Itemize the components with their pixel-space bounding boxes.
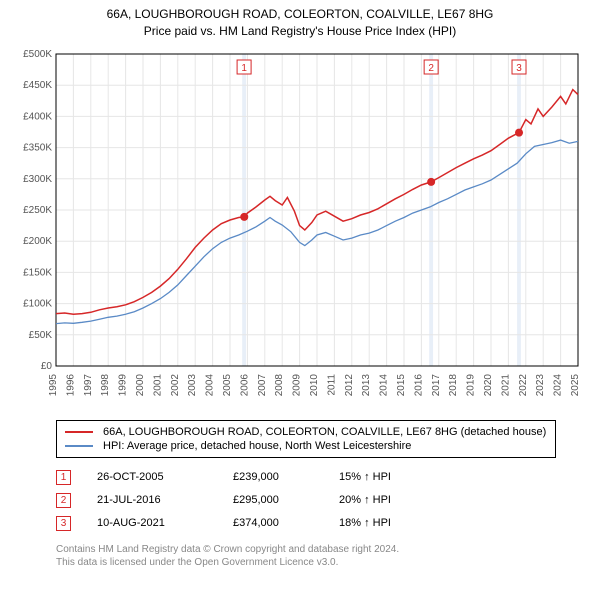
svg-text:2012: 2012 (344, 373, 355, 396)
sale-date-2: 21-JUL-2016 (97, 494, 207, 506)
svg-text:2015: 2015 (396, 373, 407, 396)
svg-text:1996: 1996 (65, 373, 76, 396)
svg-text:2014: 2014 (379, 373, 390, 396)
sale-pct-3: 18% ↑ HPI (339, 517, 459, 529)
sale-date-3: 10-AUG-2021 (97, 517, 207, 529)
svg-text:3: 3 (516, 63, 522, 74)
legend-row-price: 66A, LOUGHBOROUGH ROAD, COLEORTON, COALV… (65, 425, 547, 439)
sale-num-2: 2 (61, 495, 67, 506)
sale-num-3: 3 (61, 518, 67, 529)
svg-text:£0: £0 (41, 361, 53, 372)
svg-text:2008: 2008 (274, 373, 285, 396)
sale-marker-2: 2 (56, 493, 71, 508)
svg-text:£50K: £50K (29, 329, 53, 340)
sale-date-1: 26-OCT-2005 (97, 471, 207, 483)
svg-text:2018: 2018 (448, 373, 459, 396)
svg-text:2006: 2006 (239, 373, 250, 396)
svg-text:£150K: £150K (23, 267, 52, 278)
svg-text:2021: 2021 (500, 373, 511, 396)
svg-text:£400K: £400K (23, 111, 52, 122)
svg-text:2017: 2017 (431, 373, 442, 396)
svg-text:2007: 2007 (257, 373, 268, 396)
footer: Contains HM Land Registry data © Crown c… (56, 543, 590, 569)
title-line1: 66A, LOUGHBOROUGH ROAD, COLEORTON, COALV… (10, 6, 590, 23)
svg-text:2003: 2003 (187, 373, 198, 396)
title-block: 66A, LOUGHBOROUGH ROAD, COLEORTON, COALV… (10, 6, 590, 40)
svg-text:2000: 2000 (135, 373, 146, 396)
svg-text:1995: 1995 (48, 373, 59, 396)
svg-text:2016: 2016 (413, 373, 424, 396)
svg-text:2019: 2019 (466, 373, 477, 396)
chart-svg: £0 £50K £100K £150K £200K £250K £300K £350K £400… (10, 44, 590, 414)
sales-row-2: 2 21-JUL-2016 £295,000 20% ↑ HPI (56, 489, 556, 512)
legend-swatch-hpi (65, 445, 93, 447)
price-chart: £0 £50K £100K £150K £200K £250K £300K £350K £400… (10, 44, 590, 414)
legend-swatch-price (65, 431, 93, 433)
sale-price-3: £374,000 (233, 517, 313, 529)
sale-pct-1: 15% ↑ HPI (339, 471, 459, 483)
svg-text:£450K: £450K (23, 80, 52, 91)
svg-text:£100K: £100K (23, 298, 52, 309)
svg-text:2002: 2002 (170, 373, 181, 396)
svg-text:2013: 2013 (361, 373, 372, 396)
sales-row-1: 1 26-OCT-2005 £239,000 15% ↑ HPI (56, 466, 556, 489)
svg-text:2020: 2020 (483, 373, 494, 396)
legend-label-hpi: HPI: Average price, detached house, Nort… (103, 440, 411, 452)
sale-num-1: 1 (61, 472, 67, 483)
svg-text:2024: 2024 (553, 373, 564, 396)
svg-text:£250K: £250K (23, 205, 52, 216)
sale-price-2: £295,000 (233, 494, 313, 506)
legend-label-price: 66A, LOUGHBOROUGH ROAD, COLEORTON, COALV… (103, 426, 546, 438)
svg-text:£300K: £300K (23, 173, 52, 184)
svg-text:1997: 1997 (83, 373, 94, 396)
sales-row-3: 3 10-AUG-2021 £374,000 18% ↑ HPI (56, 512, 556, 535)
svg-text:£350K: £350K (23, 142, 52, 153)
sale-price-1: £239,000 (233, 471, 313, 483)
sale-marker-3: 3 (56, 516, 71, 531)
footer-line2: This data is licensed under the Open Gov… (56, 556, 590, 569)
svg-text:2001: 2001 (152, 373, 163, 396)
svg-text:2004: 2004 (205, 373, 216, 396)
footer-line1: Contains HM Land Registry data © Crown c… (56, 543, 590, 556)
svg-text:2005: 2005 (222, 373, 233, 396)
svg-text:1998: 1998 (100, 373, 111, 396)
sales-table: 1 26-OCT-2005 £239,000 15% ↑ HPI 2 21-JU… (56, 466, 556, 535)
svg-text:2010: 2010 (309, 373, 320, 396)
svg-text:2009: 2009 (292, 373, 303, 396)
svg-text:1: 1 (241, 63, 247, 74)
sale-marker-1: 1 (56, 470, 71, 485)
svg-text:£500K: £500K (23, 49, 52, 60)
svg-text:1999: 1999 (118, 373, 129, 396)
svg-text:2011: 2011 (326, 373, 337, 395)
legend-box: 66A, LOUGHBOROUGH ROAD, COLEORTON, COALV… (56, 420, 556, 458)
sale-pct-2: 20% ↑ HPI (339, 494, 459, 506)
page-root: 66A, LOUGHBOROUGH ROAD, COLEORTON, COALV… (0, 0, 600, 569)
svg-text:2: 2 (428, 63, 434, 74)
svg-text:2022: 2022 (518, 373, 529, 396)
svg-text:2025: 2025 (570, 373, 581, 396)
legend-row-hpi: HPI: Average price, detached house, Nort… (65, 439, 547, 453)
svg-text:£200K: £200K (23, 236, 52, 247)
title-line2: Price paid vs. HM Land Registry's House … (10, 23, 590, 40)
svg-text:2023: 2023 (535, 373, 546, 396)
